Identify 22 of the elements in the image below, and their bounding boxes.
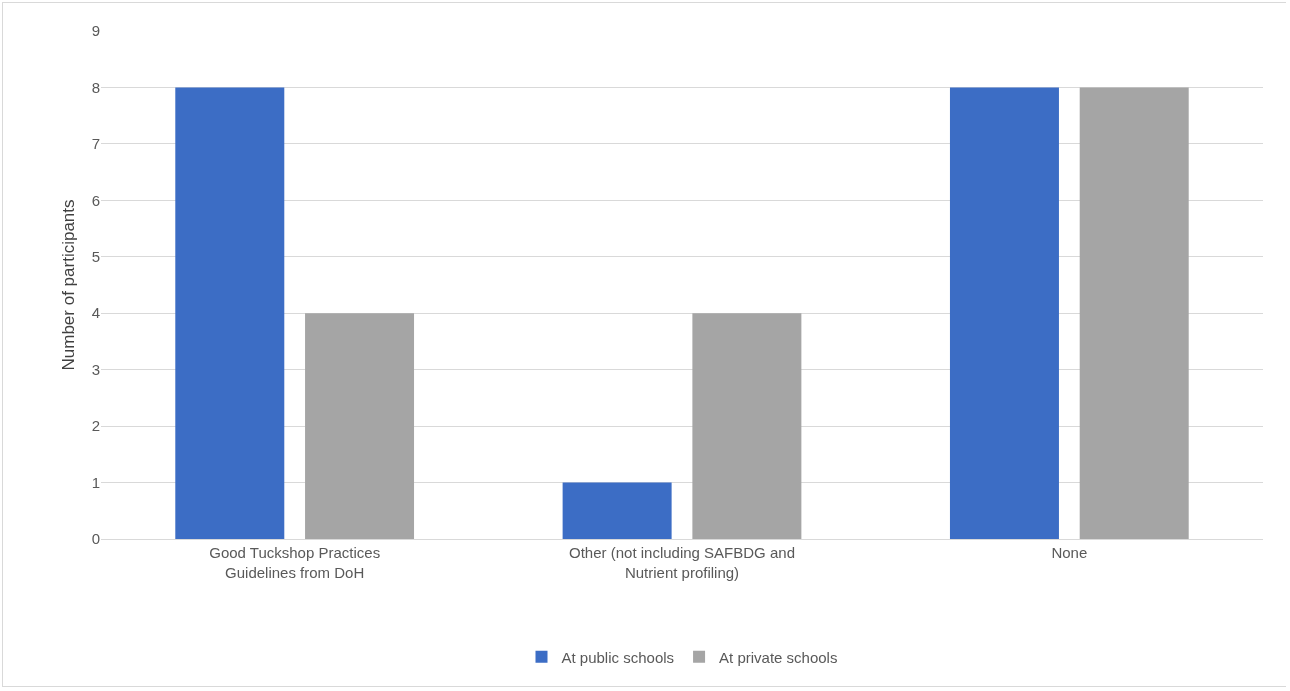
y-tick-label: 4 [91,304,100,322]
y-tick-label: 7 [91,135,100,153]
y-tick-label: 0 [91,530,100,548]
x-tick-label: None [1051,544,1088,561]
y-tick-label: 5 [91,248,100,266]
bar [949,87,1059,539]
legend-label: At public schools [561,648,675,666]
y-axis-title: Number of participants [59,199,79,371]
y-tick-label: 3 [91,360,100,378]
bar [1079,87,1189,539]
bar [562,482,672,539]
y-tick-label: 8 [91,78,100,96]
y-tick-label: 6 [91,191,100,209]
bar [175,87,285,539]
y-tick-label: 9 [91,22,100,40]
y-tick-label: 1 [91,473,100,491]
bar [692,313,802,539]
x-tick-label: Good Tuckshop Practices Guidelines from DoH [209,544,381,581]
x-tick-label: Other (not including SAFBDG and Nutrient profiling) [569,544,795,581]
bar [305,313,415,539]
y-tick-label: 2 [91,417,100,435]
legend-label: At private schools [719,648,838,666]
